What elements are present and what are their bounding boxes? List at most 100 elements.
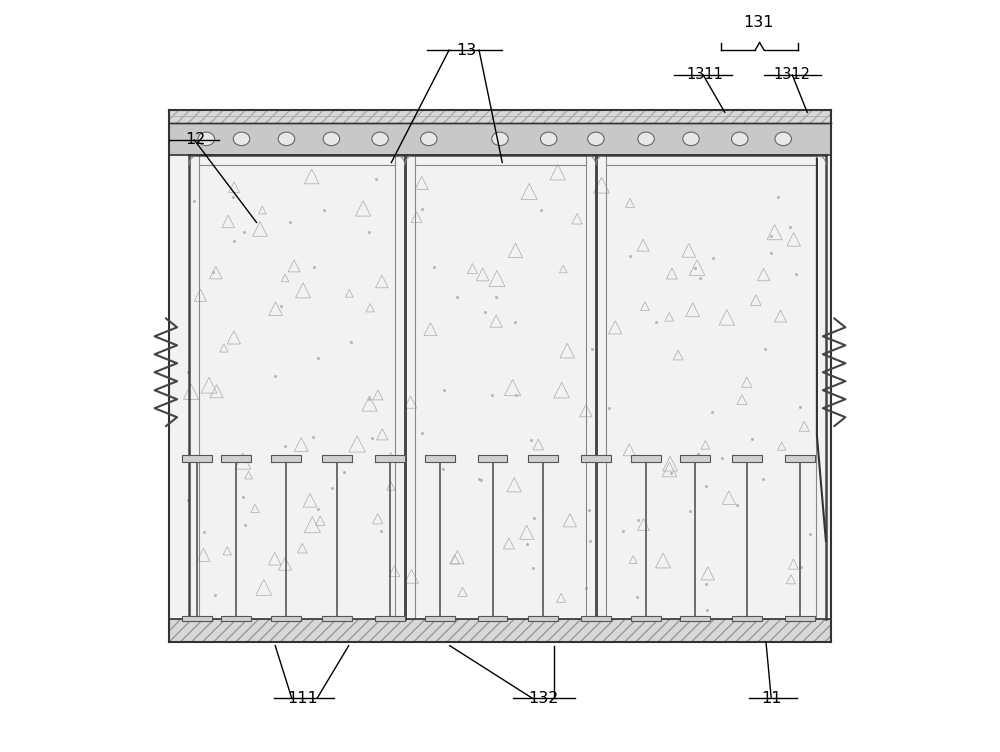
Point <box>277 440 293 452</box>
Ellipse shape <box>683 132 699 146</box>
Point <box>792 401 808 413</box>
Bar <box>322 616 352 621</box>
Point <box>714 452 730 464</box>
Bar <box>322 455 352 462</box>
Bar <box>375 616 405 621</box>
Point <box>582 535 598 547</box>
Point <box>267 370 283 382</box>
Point <box>525 562 541 574</box>
Point <box>435 463 451 475</box>
Point <box>729 499 745 511</box>
Ellipse shape <box>775 132 791 146</box>
Bar <box>425 455 455 462</box>
Point <box>186 196 202 208</box>
Point <box>336 466 352 478</box>
Bar <box>169 155 831 620</box>
Bar <box>169 110 831 123</box>
Point <box>615 525 631 537</box>
Bar <box>169 110 831 123</box>
Point <box>802 528 818 540</box>
Ellipse shape <box>372 132 388 146</box>
Point <box>282 217 298 229</box>
Ellipse shape <box>638 132 654 146</box>
Ellipse shape <box>233 132 250 146</box>
Bar <box>631 455 661 462</box>
Ellipse shape <box>421 132 437 146</box>
Point <box>533 204 549 216</box>
Point <box>310 352 326 364</box>
Point <box>698 578 714 590</box>
Ellipse shape <box>588 132 604 146</box>
Text: 111: 111 <box>287 690 318 705</box>
Point <box>225 191 241 203</box>
Bar <box>169 620 831 642</box>
Bar <box>785 455 815 462</box>
Point <box>205 266 221 278</box>
Bar <box>425 616 455 621</box>
Bar <box>271 616 301 621</box>
Point <box>519 538 535 550</box>
Point <box>316 205 332 217</box>
Point <box>578 582 594 594</box>
Point <box>526 512 542 524</box>
Point <box>237 519 253 531</box>
Point <box>414 203 430 215</box>
Text: 1312: 1312 <box>774 68 811 82</box>
Bar <box>785 616 815 621</box>
Bar <box>478 455 507 462</box>
Point <box>770 191 786 203</box>
Point <box>235 491 251 503</box>
Point <box>361 393 377 405</box>
Point <box>757 342 773 354</box>
Point <box>305 431 321 443</box>
Point <box>682 505 698 517</box>
Point <box>601 402 617 414</box>
Point <box>581 504 597 516</box>
Text: 132: 132 <box>528 690 559 705</box>
Text: 12: 12 <box>185 132 205 147</box>
Point <box>449 290 465 302</box>
Ellipse shape <box>540 132 557 146</box>
Point <box>692 271 708 284</box>
Bar <box>732 616 762 621</box>
Text: 11: 11 <box>761 690 781 705</box>
Point <box>507 316 523 328</box>
Ellipse shape <box>323 132 340 146</box>
Point <box>488 291 504 303</box>
Bar <box>680 616 710 621</box>
Point <box>648 316 664 328</box>
Bar <box>182 455 212 462</box>
Bar <box>221 455 251 462</box>
Bar <box>528 455 558 462</box>
Point <box>202 453 218 465</box>
Point <box>630 514 646 526</box>
Point <box>782 220 798 232</box>
Point <box>373 525 389 537</box>
Point <box>236 226 252 238</box>
Point <box>473 475 489 487</box>
Point <box>324 482 340 494</box>
Point <box>361 226 377 238</box>
Point <box>471 473 487 485</box>
Point <box>368 173 384 185</box>
Point <box>744 433 760 445</box>
Bar <box>221 616 251 621</box>
Ellipse shape <box>492 132 508 146</box>
Point <box>414 426 430 438</box>
Point <box>508 389 524 401</box>
Bar <box>182 616 212 621</box>
Point <box>484 389 500 401</box>
Point <box>343 336 359 348</box>
Point <box>755 472 771 484</box>
Point <box>793 561 809 573</box>
Bar <box>581 455 611 462</box>
Bar <box>271 455 301 462</box>
Point <box>364 432 380 444</box>
Point <box>687 262 703 274</box>
Bar <box>169 123 831 155</box>
Text: 131: 131 <box>743 15 774 30</box>
Point <box>306 261 322 273</box>
Ellipse shape <box>198 132 215 146</box>
Point <box>763 230 779 242</box>
Bar <box>478 616 507 621</box>
